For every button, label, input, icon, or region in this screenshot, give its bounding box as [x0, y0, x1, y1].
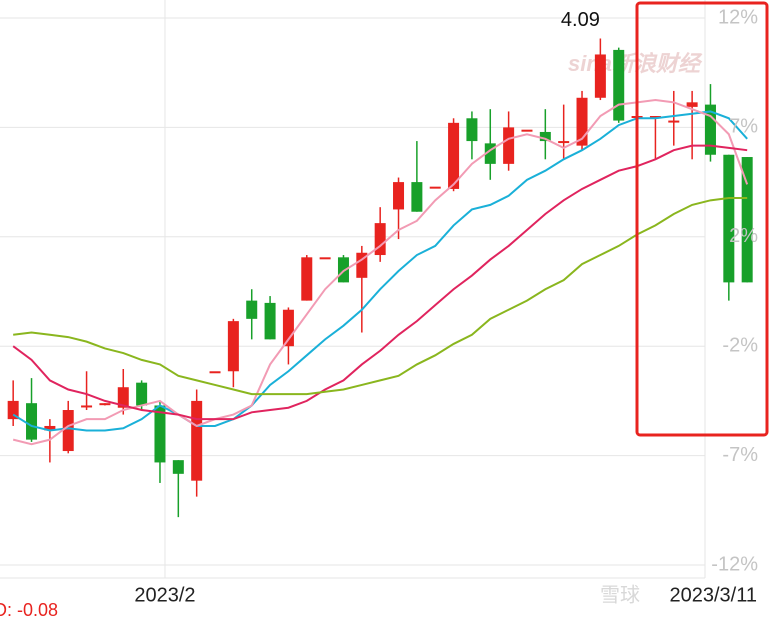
candle-body [741, 157, 753, 283]
candle-body [172, 460, 184, 474]
candle-body [7, 400, 19, 420]
ma-line [12, 110, 748, 432]
candle-body [429, 186, 441, 189]
candle-body [484, 143, 496, 164]
candle-body [558, 141, 570, 144]
candle-body [686, 102, 698, 107]
candle-body [503, 127, 515, 164]
y-tick-label: -12% [711, 553, 758, 575]
ma-line [13, 197, 748, 396]
candle-body [521, 129, 533, 132]
candle-body [264, 302, 276, 340]
candle-body [227, 321, 239, 372]
candle-body [282, 309, 294, 347]
candle-body [723, 154, 735, 283]
candle-body [319, 257, 331, 260]
footer-watermark: 雪球 [600, 583, 640, 606]
y-tick-label: -7% [722, 444, 758, 466]
candle-body [209, 371, 221, 374]
x-tick-label: 2023/2 [134, 584, 195, 606]
candle-body [191, 400, 203, 481]
candle-body [136, 382, 148, 406]
candle-body [44, 425, 56, 431]
candle-body [704, 104, 716, 155]
candle-body [613, 49, 625, 121]
candle-body [154, 405, 166, 463]
candle-body [649, 116, 661, 119]
candle-body [411, 182, 423, 212]
candle-body [99, 403, 111, 406]
candle-body [26, 403, 38, 440]
y-tick-label: 12% [718, 6, 758, 28]
candle-body [62, 410, 74, 452]
candle-body [466, 118, 478, 142]
y-tick-label: 2% [729, 225, 758, 247]
candle-body [246, 300, 258, 319]
candle-body [668, 120, 680, 123]
candle-body [594, 54, 606, 98]
ma-line [12, 144, 748, 421]
candle-body [576, 97, 588, 146]
candle-body [117, 387, 129, 408]
annotation: 4.09 [561, 9, 600, 31]
footer-text: D: -0.08 [0, 600, 58, 618]
candle-body [539, 131, 551, 142]
candle-body [301, 257, 313, 301]
x-tick-label: 2023/3/11 [670, 584, 758, 606]
candle-body [393, 182, 405, 210]
highlight-box [635, 1, 769, 437]
candle-body [81, 405, 93, 408]
y-tick-label: 7% [729, 116, 758, 138]
candle-body [448, 122, 460, 189]
candle-body [374, 223, 386, 256]
ma-line [12, 99, 749, 446]
candle-body [356, 252, 368, 278]
y-tick-label: -2% [722, 334, 758, 356]
